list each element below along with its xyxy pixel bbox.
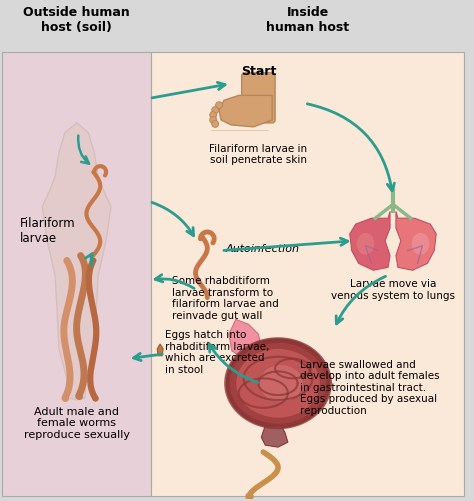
Polygon shape — [396, 212, 436, 271]
Polygon shape — [157, 344, 163, 356]
Ellipse shape — [236, 349, 320, 418]
Text: Autoinfection: Autoinfection — [226, 243, 300, 254]
Circle shape — [210, 117, 217, 124]
Ellipse shape — [411, 233, 429, 255]
Polygon shape — [350, 212, 390, 271]
Polygon shape — [42, 124, 111, 400]
Polygon shape — [229, 320, 261, 359]
Circle shape — [216, 103, 222, 109]
Polygon shape — [261, 426, 288, 447]
Circle shape — [210, 112, 217, 119]
Text: Filariform larvae in
soil penetrate skin: Filariform larvae in soil penetrate skin — [210, 143, 308, 165]
Text: Larvae swallowed and
develop into adult females
in gastrointestinal tract.
Eggs : Larvae swallowed and develop into adult … — [300, 359, 439, 415]
Text: Adult male and
female worms
reproduce sexually: Adult male and female worms reproduce se… — [24, 406, 129, 439]
Ellipse shape — [227, 339, 329, 428]
Text: Filariform
larvae: Filariform larvae — [19, 217, 75, 245]
Ellipse shape — [259, 365, 303, 402]
Circle shape — [212, 108, 219, 114]
Ellipse shape — [356, 233, 374, 255]
Bar — [2, 53, 151, 496]
Polygon shape — [219, 96, 272, 128]
Bar — [151, 53, 464, 496]
Text: Larvae move via
venous system to lungs: Larvae move via venous system to lungs — [331, 279, 455, 300]
FancyBboxPatch shape — [242, 74, 275, 124]
Circle shape — [212, 121, 219, 128]
Bar — [0, 6, 465, 53]
Text: Start: Start — [241, 65, 276, 78]
Text: Eggs hatch into
rhabditiform larvae,
which are excreted
in stool: Eggs hatch into rhabditiform larvae, whi… — [165, 330, 269, 374]
Text: Some rhabditiform
larvae transform to
filariform larvae and
reinvade gut wall: Some rhabditiform larvae transform to fi… — [172, 276, 279, 320]
Text: Outside human
host (soil): Outside human host (soil) — [23, 6, 130, 34]
Text: Inside
human host: Inside human host — [266, 6, 349, 34]
